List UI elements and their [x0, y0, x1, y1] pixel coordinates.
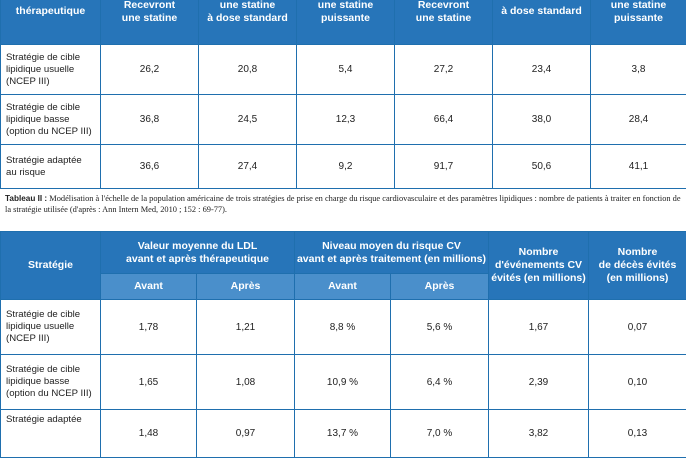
t2-header-deaths: Nombre de décès évités (en millions) [589, 232, 686, 300]
cell: 41,1 [591, 145, 686, 189]
cell: 26,2 [101, 45, 199, 95]
table-row: Stratégie de cible lipidique usuelle (NC… [1, 45, 686, 95]
row-label: Stratégie adaptée [1, 410, 101, 458]
table-2: Stratégie Valeur moyenne du LDL avant et… [0, 231, 686, 458]
row-label: Stratégie de cible lipidique basse (opti… [1, 95, 101, 145]
cell: 1,48 [101, 410, 197, 458]
cell: 5,4 [297, 45, 395, 95]
cell: 2,39 [489, 355, 589, 410]
t1-header-strategy: thérapeutique [1, 0, 101, 45]
cell: 1,21 [197, 300, 295, 355]
cell: 3,8 [591, 45, 686, 95]
cell: 0,07 [589, 300, 686, 355]
t2-sub-after-ldl: Après [197, 274, 295, 300]
row-label: Stratégie de cible lipidique usuelle (NC… [1, 300, 101, 355]
cell: 27,2 [395, 45, 493, 95]
caption-text: Modélisation à l'échelle de la populatio… [5, 194, 681, 214]
row-label: Stratégie de cible lipidique basse (opti… [1, 355, 101, 410]
cell: 1,78 [101, 300, 197, 355]
t2-sub-before-ldl: Avant [101, 274, 197, 300]
cell: 5,6 % [391, 300, 489, 355]
table-row: Stratégie adaptée au risque 36,6 27,4 9,… [1, 145, 686, 189]
row-label: Stratégie adaptée au risque [1, 145, 101, 189]
t1-header-col-4: Recevront une statine [395, 0, 493, 45]
table-row: Stratégie de cible lipidique usuelle (NC… [1, 300, 686, 355]
table-caption: Tableau II : Modélisation à l'échelle de… [5, 193, 685, 215]
cell: 38,0 [493, 95, 591, 145]
cell: 1,65 [101, 355, 197, 410]
cell: 91,7 [395, 145, 493, 189]
row-label: Stratégie de cible lipidique usuelle (NC… [1, 45, 101, 95]
t1-header-col-1: Recevront une statine [101, 0, 199, 45]
cell: 1,67 [489, 300, 589, 355]
caption-label: Tableau II : [5, 194, 47, 203]
cell: 13,7 % [295, 410, 391, 458]
cell: 0,97 [197, 410, 295, 458]
t2-header-events: Nombre d'événements CV évités (en millio… [489, 232, 589, 300]
cell: 12,3 [297, 95, 395, 145]
cell: 9,2 [297, 145, 395, 189]
table-row: Stratégie de cible lipidique basse (opti… [1, 355, 686, 410]
t1-header-col-2: une statine à dose standard [199, 0, 297, 45]
cell: 6,4 % [391, 355, 489, 410]
table-1: thérapeutique Recevront une statine une … [0, 0, 686, 189]
cell: 24,5 [199, 95, 297, 145]
cell: 50,6 [493, 145, 591, 189]
cell: 8,8 % [295, 300, 391, 355]
table-row: Stratégie de cible lipidique basse (opti… [1, 95, 686, 145]
t1-header-col-3: une statine puissante [297, 0, 395, 45]
cell: 10,9 % [295, 355, 391, 410]
t2-sub-after-risk: Après [391, 274, 489, 300]
cell: 3,82 [489, 410, 589, 458]
cell: 23,4 [493, 45, 591, 95]
t1-header-col-6: une statine puissante [591, 0, 686, 45]
t2-sub-before-risk: Avant [295, 274, 391, 300]
t2-header-risk: Niveau moyen du risque CV avant et après… [295, 232, 489, 274]
cell: 36,6 [101, 145, 199, 189]
t1-header-col-5: à dose standard [493, 0, 591, 45]
cell: 0,13 [589, 410, 686, 458]
cell: 1,08 [197, 355, 295, 410]
cell: 0,10 [589, 355, 686, 410]
cell: 7,0 % [391, 410, 489, 458]
cell: 20,8 [199, 45, 297, 95]
cell: 36,8 [101, 95, 199, 145]
table-row: Stratégie adaptée 1,48 0,97 13,7 % 7,0 %… [1, 410, 686, 458]
cell: 27,4 [199, 145, 297, 189]
t2-header-ldl: Valeur moyenne du LDL avant et après thé… [101, 232, 295, 274]
cell: 66,4 [395, 95, 493, 145]
t2-header-strategy: Stratégie [1, 232, 101, 300]
cell: 28,4 [591, 95, 686, 145]
